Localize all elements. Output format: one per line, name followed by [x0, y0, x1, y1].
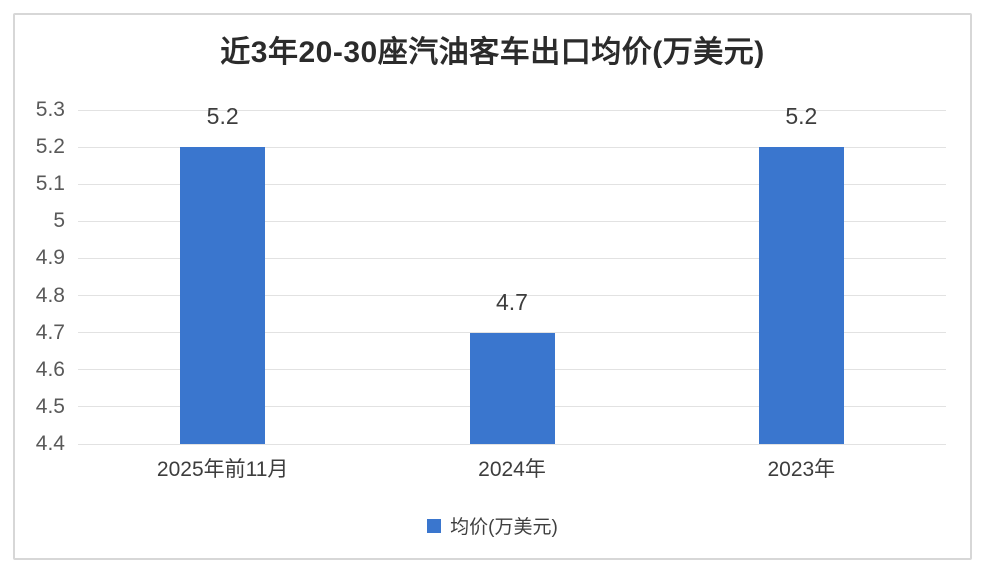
chart-frame: 近3年20-30座汽油客车出口均价(万美元) 5.3 5.2 5.1 5 4.9 4.8 4…	[13, 13, 972, 560]
y-axis-tick-label: 4.6	[35, 357, 65, 381]
bar	[758, 147, 844, 444]
bar-value-label: 5.2	[785, 103, 818, 130]
bar-value-label: 4.7	[496, 288, 528, 315]
y-axis-tick-label: 4.4	[35, 432, 65, 455]
y-axis-tick-label: 4.5	[35, 394, 65, 418]
legend-swatch	[427, 518, 442, 533]
gridline	[78, 146, 946, 148]
y-axis-tick-label: 5.1	[35, 172, 65, 196]
gridline	[78, 295, 946, 297]
legend: 均价(万美元)	[15, 512, 970, 539]
bar	[469, 332, 555, 444]
x-axis-category-label: 2025年前11月	[156, 458, 289, 481]
y-axis-tick-label: 4.8	[35, 283, 65, 307]
gridline	[78, 183, 946, 185]
legend-label: 均价(万美元)	[450, 517, 558, 538]
plot-area: 5.3 5.2 5.1 5 4.9 4.8 4.7 4.6 4.5 4.4 5.2 2025年前11月…	[36, 98, 946, 481]
y-axis-tick-label: 4.7	[35, 320, 65, 344]
gridline	[78, 109, 946, 111]
chart-title: 近3年20-30座汽油客车出口均价(万美元)	[220, 36, 765, 69]
y-axis-tick-label: 4.9	[35, 246, 65, 270]
y-axis-tick-label: 5.3	[35, 98, 65, 121]
x-axis-category-label: 2024年	[478, 458, 546, 481]
y-axis-tick-label: 5	[53, 209, 65, 233]
gridline	[78, 220, 946, 222]
y-axis-tick-label: 5.2	[35, 135, 65, 159]
gridline	[78, 443, 946, 445]
gridline	[78, 257, 946, 259]
x-axis-category-label: 2023年	[767, 458, 836, 481]
bar	[180, 147, 266, 444]
bar-value-label: 5.2	[206, 103, 239, 130]
